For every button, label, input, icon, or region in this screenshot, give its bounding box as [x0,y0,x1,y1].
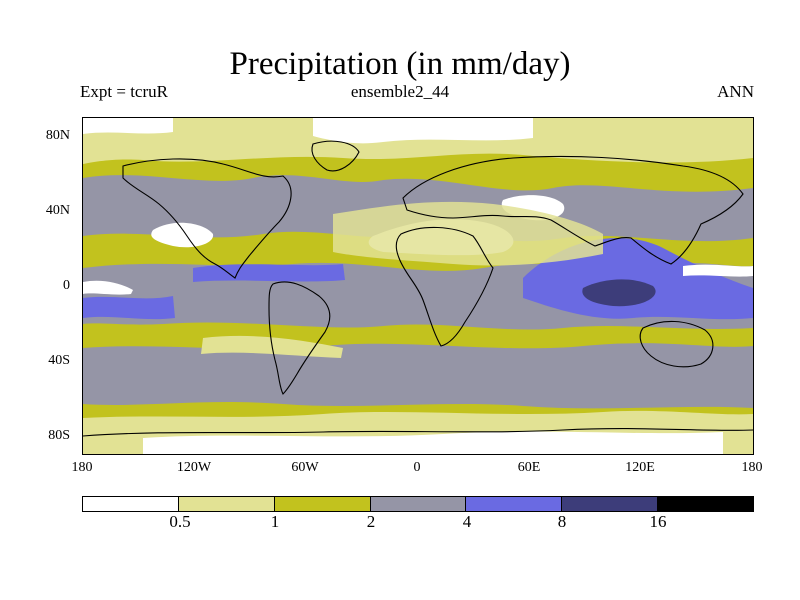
colorbar-label-8: 8 [557,512,567,531]
lon-label-180w: 180 [71,460,93,475]
precip-band-sh-storm-track [83,343,753,409]
lat-label-80s: 80S [48,428,70,443]
ensemble-label: ensemble2_44 [350,82,450,101]
coastline-africa [395,226,494,347]
precip-band-south-pacific [83,296,175,320]
precip-band-arctic-light [83,118,753,164]
season-label: ANN [717,82,754,101]
plot-title: Precipitation (in mm/day) [229,46,571,82]
lat-label-eq: 0 [63,278,70,293]
colorbar-segment-6 [657,497,754,511]
precip-band-atlantic-dry [83,280,133,295]
colorbar-label-16: 16 [649,512,667,531]
coastlines [83,140,753,437]
coastline-eurasia [402,155,744,265]
colorbar-label-0-5: 0.5 [169,512,191,531]
coastline-australia [639,320,714,368]
colorbar-segment-1 [177,497,274,511]
colorbar-segment-0 [83,497,178,511]
lon-label-60w: 60W [291,460,319,475]
colorbar-segment-5 [561,497,658,511]
lon-label-0: 0 [413,460,421,475]
precip-band-pacific-east-dry [683,264,753,277]
lon-label-120w: 120W [176,460,212,475]
colorbar-label-1: 1 [270,512,280,531]
colorbar-segment-2 [273,497,370,511]
precip-band-arctic-dry-2 [83,118,173,134]
precip-band-na-dry [151,222,214,248]
colorbar-label-2: 2 [366,512,376,531]
coastline-south-america [268,281,331,395]
precipitation-map [82,117,754,455]
lon-label-120e: 120E [625,460,655,475]
lat-label-40s: 40S [48,353,70,368]
lon-label-60e: 60E [517,460,541,475]
coastline-north-america [122,158,292,279]
coastline-greenland [311,140,360,172]
colorbar-label-4: 4 [462,512,472,531]
precip-band-antarctic-dry [143,431,723,454]
map-canvas [83,118,753,454]
lat-label-80n: 80N [45,128,70,143]
precip-band-itcz-pacific [193,264,345,282]
colorbar [82,496,754,512]
precip-band-warm-pool [582,279,656,307]
colorbar-segment-3 [369,497,466,511]
lon-label-180e: 180 [741,460,763,475]
lat-label-40n: 40N [45,203,70,218]
precip-band-arctic-dry [313,118,533,144]
colorbar-segment-4 [465,497,562,511]
precip-band-indian-ocean [523,238,753,320]
experiment-label: Expt = tcruR [80,82,168,101]
coastline-antarctica [83,428,753,437]
